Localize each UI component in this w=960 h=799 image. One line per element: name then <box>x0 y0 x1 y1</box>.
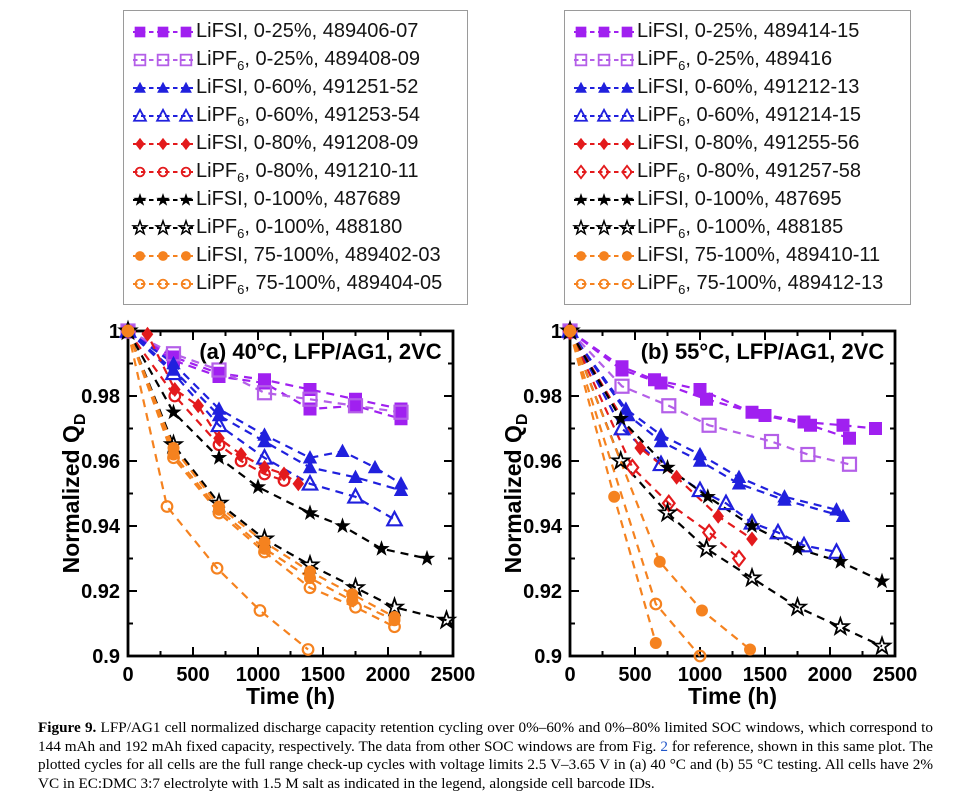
circle-marker-icon <box>574 250 634 261</box>
legend-panel-b: LiFSI, 0-25%, 489414-15 LiPF6, 0-25%, 489… <box>564 10 911 305</box>
legend-label: LiPF6, 0-25%, 489408-09 <box>196 48 421 73</box>
open-triangle-marker-icon <box>132 107 194 122</box>
open-square-marker-icon <box>133 53 193 66</box>
figure-caption: Figure 9. LFP/AG1 cell normalized discha… <box>38 719 933 793</box>
legend-label: LiFSI, 75-100%, 489402-03 <box>196 244 441 266</box>
svg-text:Time (h): Time (h) <box>688 683 777 709</box>
open-circle-marker-icon <box>133 166 193 177</box>
triangle-marker-icon <box>133 81 193 93</box>
chart-b-55c: 0 500 1000 1500 2000 2500 1 0.98 0.96 0.94 0.92 0.9… <box>500 319 918 709</box>
open-star-marker-icon <box>572 218 636 236</box>
legend-label: LiPF6, 75-100%, 489404-05 <box>196 272 443 297</box>
legend-label: LiPF6, 0-100%, 488185 <box>637 216 844 241</box>
svg-text:0.94: 0.94 <box>81 516 121 538</box>
svg-text:2000: 2000 <box>808 664 853 686</box>
legend-label: LiPF6, 0-25%, 489416 <box>637 48 833 73</box>
legend-item: LiPF6, 0-60%, 491253-54 <box>131 102 463 129</box>
legend-label: LiPF6, 0-60%, 491253-54 <box>196 104 421 129</box>
legend-item: LiFSI, 0-25%, 489414-15 <box>572 18 906 45</box>
legend-label: LiFSI, 0-25%, 489406-07 <box>196 20 419 42</box>
legend-label: LiFSI, 0-60%, 491251-52 <box>196 76 419 98</box>
legend-label: LiPF6, 0-80%, 491210-11 <box>196 160 419 185</box>
diamond-marker-icon <box>574 137 634 150</box>
legend-label: LiPF6, 0-60%, 491214-15 <box>637 104 862 129</box>
legend-item: LiPF6, 0-25%, 489408-09 <box>131 46 463 73</box>
star-marker-icon <box>133 192 193 206</box>
svg-text:Normalized QD: Normalized QD <box>500 414 531 574</box>
svg-text:1: 1 <box>551 321 562 343</box>
legend-label: LiFSI, 0-100%, 487695 <box>637 188 842 210</box>
open-square-marker-icon <box>574 53 634 66</box>
svg-text:1000: 1000 <box>236 664 281 686</box>
legend-label: LiFSI, 0-25%, 489414-15 <box>637 20 860 42</box>
svg-text:2500: 2500 <box>873 664 918 686</box>
circle-marker-icon <box>133 250 193 261</box>
legend-item: LiPF6, 75-100%, 489412-13 <box>572 270 906 297</box>
svg-text:1500: 1500 <box>301 664 346 686</box>
legend-item: LiFSI, 0-100%, 487689 <box>131 186 463 213</box>
legend-label: LiFSI, 0-80%, 491255-56 <box>637 132 860 154</box>
legend-item: LiFSI, 0-60%, 491251-52 <box>131 74 463 101</box>
svg-text:0.92: 0.92 <box>81 581 120 603</box>
svg-text:500: 500 <box>176 664 209 686</box>
legend-item: LiPF6, 0-80%, 491210-11 <box>131 158 463 185</box>
square-marker-icon <box>574 26 634 37</box>
svg-text:0.98: 0.98 <box>523 386 562 408</box>
svg-text:0: 0 <box>564 664 575 686</box>
svg-text:0.96: 0.96 <box>81 451 120 473</box>
legend-item: LiFSI, 0-25%, 489406-07 <box>131 18 463 45</box>
svg-text:1000: 1000 <box>678 664 723 686</box>
legend-label: LiFSI, 0-60%, 491212-13 <box>637 76 860 98</box>
svg-text:0.98: 0.98 <box>81 386 120 408</box>
legend-label: LiFSI, 75-100%, 489410-11 <box>637 244 881 266</box>
figure-2-link[interactable]: 2 <box>660 737 668 755</box>
legend-label: LiFSI, 0-100%, 487689 <box>196 188 401 210</box>
chart-a-40c: 0 500 1000 1500 2000 2500 1 0.98 0.96 0.94 0.92 0.9… <box>58 319 476 709</box>
svg-text:1500: 1500 <box>743 664 788 686</box>
svg-text:0.9: 0.9 <box>534 646 562 668</box>
legend-label: LiPF6, 0-100%, 488180 <box>196 216 403 241</box>
legend-item: LiPF6, 0-25%, 489416 <box>572 46 906 73</box>
svg-text:2000: 2000 <box>366 664 411 686</box>
diamond-marker-icon <box>133 137 193 150</box>
svg-text:0.92: 0.92 <box>523 581 562 603</box>
open-diamond-marker-icon <box>574 163 634 180</box>
legend-item: LiFSI, 0-80%, 491255-56 <box>572 130 906 157</box>
figure-caption-label: Figure 9. <box>38 719 97 736</box>
legend-item: LiFSI, 0-80%, 491208-09 <box>131 130 463 157</box>
svg-text:Time (h): Time (h) <box>246 683 335 709</box>
legend-item: LiPF6, 0-60%, 491214-15 <box>572 102 906 129</box>
legend-item: LiFSI, 0-60%, 491212-13 <box>572 74 906 101</box>
open-triangle-marker-icon <box>573 107 635 122</box>
open-circle-marker-icon <box>133 278 193 289</box>
svg-text:0.94: 0.94 <box>523 516 563 538</box>
legend-item: LiPF6, 75-100%, 489404-05 <box>131 270 463 297</box>
open-circle-marker-icon <box>574 278 634 289</box>
svg-text:2500: 2500 <box>431 664 476 686</box>
legend-item: LiFSI, 0-100%, 487695 <box>572 186 906 213</box>
legend-item: LiPF6, 0-80%, 491257-58 <box>572 158 906 185</box>
svg-text:0.9: 0.9 <box>92 646 120 668</box>
svg-text:0: 0 <box>122 664 133 686</box>
legend-panel-a: LiFSI, 0-25%, 489406-07 LiPF6, 0-25%, 489… <box>123 10 468 305</box>
legend-item: LiPF6, 0-100%, 488185 <box>572 214 906 241</box>
legend-label: LiPF6, 0-80%, 491257-58 <box>637 160 862 185</box>
legend-item: LiFSI, 75-100%, 489402-03 <box>131 242 463 269</box>
figure-caption-text-1: LFP/AG1 cell normalized discharge capaci… <box>38 719 934 755</box>
star-marker-icon <box>574 192 634 206</box>
legend-label: LiFSI, 0-80%, 491208-09 <box>196 132 419 154</box>
square-marker-icon <box>133 26 193 37</box>
svg-text:(b) 55°C, LFP/AG1, 2VC: (b) 55°C, LFP/AG1, 2VC <box>641 339 885 364</box>
svg-text:0.96: 0.96 <box>523 451 562 473</box>
triangle-marker-icon <box>574 81 634 93</box>
figure-caption-text-2: for reference, shown in this same plot. … <box>38 737 934 792</box>
legend-item: LiFSI, 75-100%, 489410-11 <box>572 242 906 269</box>
svg-text:500: 500 <box>618 664 651 686</box>
legend-item: LiPF6, 0-100%, 488180 <box>131 214 463 241</box>
svg-text:Normalized QD: Normalized QD <box>58 414 89 574</box>
svg-text:1: 1 <box>109 321 120 343</box>
legend-label: LiPF6, 75-100%, 489412-13 <box>637 272 884 297</box>
open-star-marker-icon <box>131 218 195 236</box>
svg-text:(a) 40°C, LFP/AG1, 2VC: (a) 40°C, LFP/AG1, 2VC <box>199 339 441 364</box>
